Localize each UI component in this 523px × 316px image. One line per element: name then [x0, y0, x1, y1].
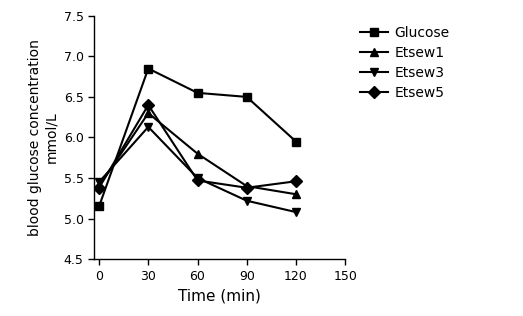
X-axis label: Time (min): Time (min) [178, 288, 261, 303]
Y-axis label: blood glucose concentration
mmol/L: blood glucose concentration mmol/L [28, 39, 58, 236]
Line: Etsew3: Etsew3 [95, 123, 300, 216]
Etsew5 [195, 179, 201, 182]
Glucose [244, 95, 250, 99]
Etsew3 [244, 199, 250, 203]
Etsew1 [145, 111, 152, 115]
Etsew5 [145, 103, 152, 107]
Line: Etsew5: Etsew5 [95, 101, 300, 192]
Etsew1 [244, 184, 250, 188]
Etsew5 [96, 186, 102, 190]
Etsew1 [293, 192, 299, 196]
Etsew1 [195, 152, 201, 155]
Etsew5 [293, 179, 299, 183]
Etsew3 [96, 180, 102, 184]
Glucose [96, 204, 102, 208]
Etsew3 [145, 125, 152, 129]
Glucose [145, 67, 152, 70]
Glucose [293, 140, 299, 143]
Line: Etsew1: Etsew1 [95, 109, 300, 198]
Etsew3 [195, 176, 201, 180]
Etsew3 [293, 210, 299, 214]
Etsew5 [244, 186, 250, 190]
Line: Glucose: Glucose [95, 64, 300, 210]
Glucose [195, 91, 201, 95]
Etsew1 [96, 184, 102, 188]
Legend: Glucose, Etsew1, Etsew3, Etsew5: Glucose, Etsew1, Etsew3, Etsew5 [357, 23, 452, 103]
